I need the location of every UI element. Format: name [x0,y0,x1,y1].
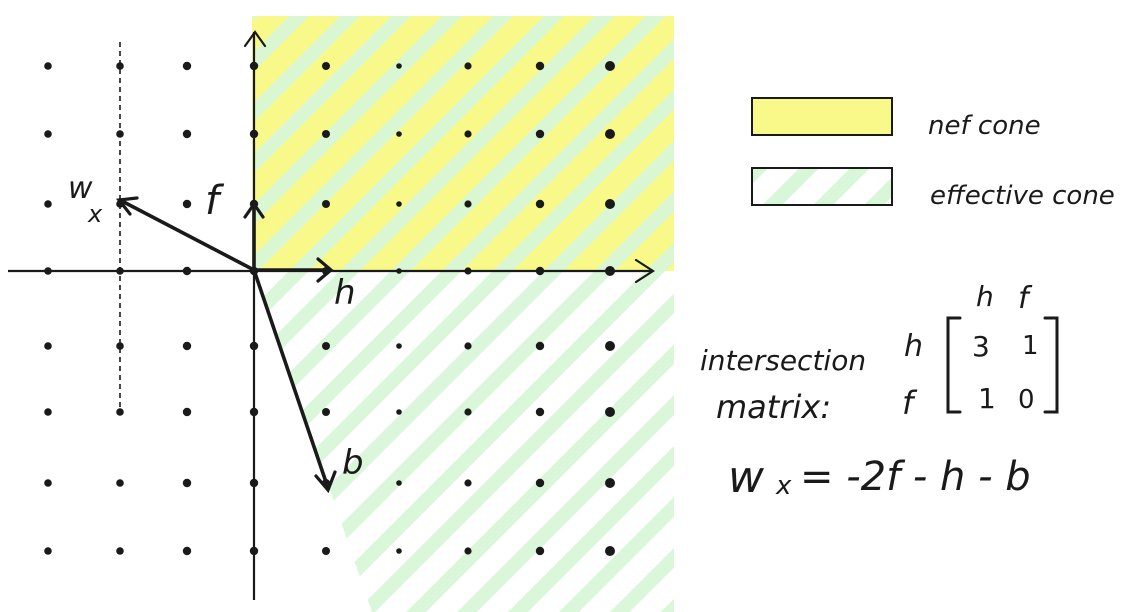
matrix-row-header-f: f [902,384,918,422]
matrix-label-line2: matrix: [716,388,831,426]
matrix-label-line1: intersection [700,344,866,377]
lattice-dot [396,63,402,69]
lattice-dot [396,480,402,486]
lattice-dot [322,62,330,70]
lattice-dot [535,407,545,417]
lattice-dot [396,409,402,415]
legend-effective-swatch [751,167,893,206]
matrix-col-header-h: h [976,280,994,313]
lattice-dot [44,130,52,138]
horizontal-axis-arrowhead [634,258,656,284]
legend-nef-label: nef cone [928,111,1041,141]
label-w-subscript: x [87,200,103,228]
lattice-dot [396,343,402,349]
lattice-dot [535,546,545,556]
lattice-dot [44,342,52,350]
matrix-cell-r2c2: 0 [1018,385,1035,415]
lattice-dot [44,408,52,416]
lattice-dot [322,200,330,208]
lattice-dot [535,341,545,351]
lattice-dot [535,129,545,139]
vertical-axis-arrowhead [243,30,267,48]
lattice-dot [396,548,402,554]
matrix-left-bracket [946,316,962,414]
lattice-dot [535,478,545,488]
matrix-col-header-f: f [1018,281,1033,316]
equation-lhs-subscript: x [775,471,792,501]
legend-nef-swatch [751,97,893,136]
legend-effective-label: effective cone [930,181,1115,211]
equation-lhs: w [728,452,765,503]
lattice-dot [116,547,124,555]
vector-w-x [115,196,256,272]
lattice-dot [605,61,615,71]
lattice-dot [116,342,124,350]
lattice-dot [182,341,192,351]
label-f: f [205,178,225,224]
lattice-dot [605,341,615,351]
matrix-row-header-h: h [904,329,923,364]
equation-rhs: = -2f - h - b [800,454,1031,500]
lattice-dot [605,407,615,417]
lattice-points [44,61,615,556]
lattice-dot [605,546,615,556]
lattice-dot [605,129,615,139]
lattice-dot [464,547,472,555]
lattice-dot [464,200,472,208]
lattice-dot [464,130,472,138]
lattice-dot [396,131,402,137]
lattice-dot [182,199,192,209]
lattice-dot [322,547,330,555]
lattice-dot [44,547,52,555]
lattice-dot [322,342,330,350]
lattice-dot [116,479,124,487]
vector-f [243,201,265,272]
lattice-dot [535,61,545,71]
lattice-dot [44,62,52,70]
lattice-dot [464,479,472,487]
lattice-dot [322,408,330,416]
lattice-dot [605,478,615,488]
lattice-dot [464,62,472,70]
label-w: w [68,171,93,206]
lattice-dot [182,478,192,488]
lattice-dot [464,408,472,416]
lattice-dot [44,200,52,208]
lattice-dot [182,61,192,71]
matrix-cell-r2c1: 1 [978,382,996,415]
label-h: h [334,273,356,313]
lattice-dot [396,201,402,207]
lattice-dot [535,199,545,209]
matrix-cell-r1c2: 1 [1022,331,1039,361]
vector-b [252,268,337,494]
matrix-right-bracket [1043,316,1059,414]
lattice-dot [182,129,192,139]
lattice-dot [605,199,615,209]
lattice-dot [116,62,124,70]
lattice-dot [464,342,472,350]
lattice-dot [182,407,192,417]
matrix-cell-r1c1: 3 [972,330,990,363]
lattice-dot [182,546,192,556]
lattice-dot [322,130,330,138]
vector-h [252,257,334,283]
label-b: b [342,443,364,483]
lattice-dot [44,479,52,487]
